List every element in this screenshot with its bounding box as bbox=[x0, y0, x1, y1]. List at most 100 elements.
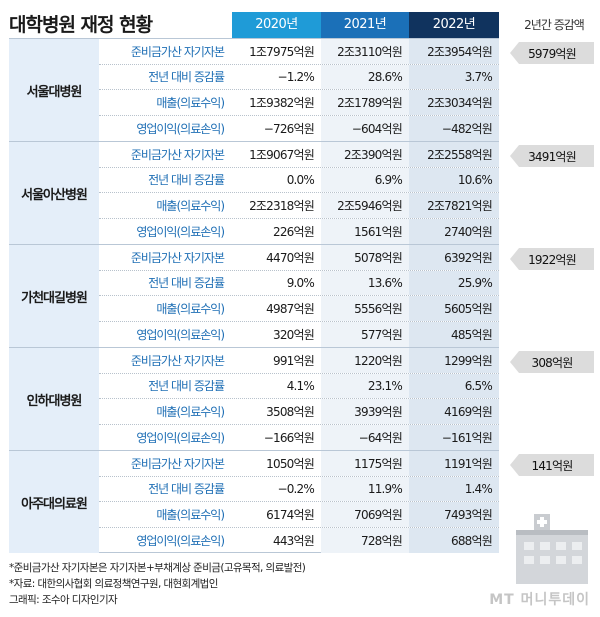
value-cell: 6174억원 bbox=[266, 507, 315, 522]
column-header-2021: 2021년 bbox=[321, 12, 409, 38]
value-cell: 1561억원 bbox=[321, 218, 409, 244]
table-row: 영업이익(의료손익) −166억원 −64억원 −161억원 bbox=[99, 424, 499, 450]
value-cell: −0.2% bbox=[277, 481, 314, 496]
value-cell: 2조3954억원 bbox=[409, 39, 499, 64]
value-cell: 11.9% bbox=[321, 476, 409, 501]
hospital-name: 아주대의료원 bbox=[9, 451, 99, 553]
value-cell: 728억원 bbox=[321, 527, 409, 553]
metric-label: 영업이익(의료손익) bbox=[136, 327, 225, 342]
increase-badge: 5979억원 bbox=[510, 42, 594, 64]
metric-label: 전년 대비 증감률 bbox=[148, 379, 225, 394]
metric-label: 준비금가산 자기자본 bbox=[130, 353, 225, 368]
table-row: 매출(의료수익) 4987억원 5556억원 5605억원 bbox=[99, 296, 499, 322]
value-cell: 1191억원 bbox=[409, 451, 499, 476]
value-cell: −482억원 bbox=[409, 115, 499, 141]
value-cell: 5556억원 bbox=[321, 296, 409, 321]
value-cell: 25.9% bbox=[409, 270, 499, 295]
value-cell: −726억원 bbox=[263, 121, 315, 136]
value-cell: 1050억원 bbox=[266, 456, 315, 471]
value-cell: 2조5946억원 bbox=[321, 193, 409, 218]
value-cell: 2조3110억원 bbox=[321, 39, 409, 64]
value-cell: 6392억원 bbox=[409, 245, 499, 270]
value-cell: 28.6% bbox=[321, 64, 409, 89]
metric-label: 준비금가산 자기자본 bbox=[130, 147, 225, 162]
hospital-name: 서울대병원 bbox=[9, 39, 99, 141]
metric-label: 매출(의료수익) bbox=[156, 507, 225, 522]
column-header-2022: 2022년 bbox=[409, 12, 499, 38]
value-cell: 3939억원 bbox=[321, 399, 409, 424]
value-cell: 2조390억원 bbox=[321, 142, 409, 167]
table-row: 매출(의료수익) 6174억원 7069억원 7493억원 bbox=[99, 502, 499, 528]
value-cell: 1조9382억원 bbox=[249, 95, 315, 110]
column-header-2020: 2020년 bbox=[232, 12, 321, 38]
value-cell: 2740억원 bbox=[409, 218, 499, 244]
value-cell: 688억원 bbox=[409, 527, 499, 553]
footnote-source: *자료: 대한의사협회 의료정책연구원, 대현회계법인 bbox=[9, 578, 218, 590]
table-row: 준비금가산 자기자본 4470억원 5078억원 6392억원 bbox=[99, 245, 499, 271]
value-cell: 5078억원 bbox=[321, 245, 409, 270]
metric-label: 매출(의료수익) bbox=[156, 95, 225, 110]
value-cell: 13.6% bbox=[321, 270, 409, 295]
value-cell: 991억원 bbox=[273, 353, 315, 368]
metric-label: 매출(의료수익) bbox=[156, 301, 225, 316]
table-row: 준비금가산 자기자본 991억원 1220억원 1299억원 bbox=[99, 348, 499, 374]
value-cell: −1.2% bbox=[277, 69, 314, 84]
table-row: 준비금가산 자기자본 1050억원 1175억원 1191억원 bbox=[99, 451, 499, 477]
table-row: 영업이익(의료손익) 226억원 1561억원 2740억원 bbox=[99, 218, 499, 244]
value-cell: 1.4% bbox=[409, 476, 499, 501]
value-cell: 2조3034억원 bbox=[409, 90, 499, 115]
metric-label: 영업이익(의료손익) bbox=[136, 533, 225, 548]
hospital-name: 가천대길병원 bbox=[9, 245, 99, 347]
metric-label: 준비금가산 자기자본 bbox=[130, 44, 225, 59]
table-row: 전년 대비 증감률 −0.2% 11.9% 1.4% bbox=[99, 476, 499, 502]
value-cell: 7069억원 bbox=[321, 502, 409, 527]
watermark: MT 머니투데이 bbox=[489, 592, 590, 608]
metric-label: 전년 대비 증감률 bbox=[148, 276, 225, 291]
value-cell: 1299억원 bbox=[409, 348, 499, 373]
value-cell: 485억원 bbox=[409, 321, 499, 347]
hospital-group: 인하대병원 준비금가산 자기자본 991억원 1220억원 1299억원 전년 대비 증감… bbox=[9, 347, 499, 450]
value-cell: 1175억원 bbox=[321, 451, 409, 476]
value-cell: 3508억원 bbox=[266, 404, 315, 419]
metric-label: 준비금가산 자기자본 bbox=[130, 456, 225, 471]
increase-badge: 141억원 bbox=[510, 454, 594, 476]
value-cell: 320억원 bbox=[273, 327, 315, 342]
table-row: 전년 대비 증감률 4.1% 23.1% 6.5% bbox=[99, 373, 499, 399]
table-row: 전년 대비 증감률 −1.2% 28.6% 3.7% bbox=[99, 64, 499, 90]
metric-label: 영업이익(의료손익) bbox=[136, 121, 225, 136]
hospital-group: 서울아산병원 준비금가산 자기자본 1조9067억원 2조390억원 2조2558억원 전… bbox=[9, 141, 499, 244]
metric-label: 전년 대비 증감률 bbox=[148, 70, 225, 85]
metric-label: 영업이익(의료손익) bbox=[136, 224, 225, 239]
value-cell: 2조7821억원 bbox=[409, 193, 499, 218]
value-cell: −166억원 bbox=[263, 430, 315, 445]
value-cell: 4.1% bbox=[286, 378, 315, 393]
increase-badge: 1922억원 bbox=[510, 248, 594, 270]
table-row: 준비금가산 자기자본 1조9067억원 2조390억원 2조2558억원 bbox=[99, 142, 499, 168]
hospital-building-icon bbox=[516, 514, 588, 584]
value-cell: −604억원 bbox=[321, 115, 409, 141]
hospital-name: 서울아산병원 bbox=[9, 142, 99, 244]
value-cell: 1220억원 bbox=[321, 348, 409, 373]
increase-header: 2년간 증감액 bbox=[524, 18, 585, 32]
value-cell: 9.0% bbox=[286, 275, 315, 290]
value-cell: −64억원 bbox=[321, 424, 409, 450]
value-cell: 6.9% bbox=[321, 167, 409, 192]
value-cell: 443억원 bbox=[273, 533, 315, 548]
value-cell: 226억원 bbox=[273, 224, 315, 239]
value-cell: 2조2558억원 bbox=[409, 142, 499, 167]
footnote-definition: *준비금가산 자기자본은 자기자본+부채계상 준비금(고유목적, 의료발전) bbox=[9, 562, 306, 574]
metric-label: 전년 대비 증감률 bbox=[148, 173, 225, 188]
page-title: 대학병원 재정 현황 bbox=[9, 14, 153, 36]
value-cell: 10.6% bbox=[409, 167, 499, 192]
table-row: 준비금가산 자기자본 1조7975억원 2조3110억원 2조3954억원 bbox=[99, 39, 499, 65]
value-cell: 4987억원 bbox=[266, 301, 315, 316]
table-row: 전년 대비 증감률 0.0% 6.9% 10.6% bbox=[99, 167, 499, 193]
footnotes: *준비금가산 자기자본은 자기자본+부채계상 준비금(고유목적, 의료발전) *… bbox=[9, 560, 306, 608]
value-cell: 2조2318억원 bbox=[249, 198, 315, 213]
value-cell: 1조7975억원 bbox=[249, 44, 315, 59]
metric-label: 전년 대비 증감률 bbox=[148, 482, 225, 497]
footnote-credit: 그래픽: 조수아 디자인기자 bbox=[9, 594, 118, 606]
table-row: 매출(의료수익) 3508억원 3939억원 4169억원 bbox=[99, 399, 499, 425]
table-row: 매출(의료수익) 1조9382억원 2조1789억원 2조3034억원 bbox=[99, 90, 499, 116]
